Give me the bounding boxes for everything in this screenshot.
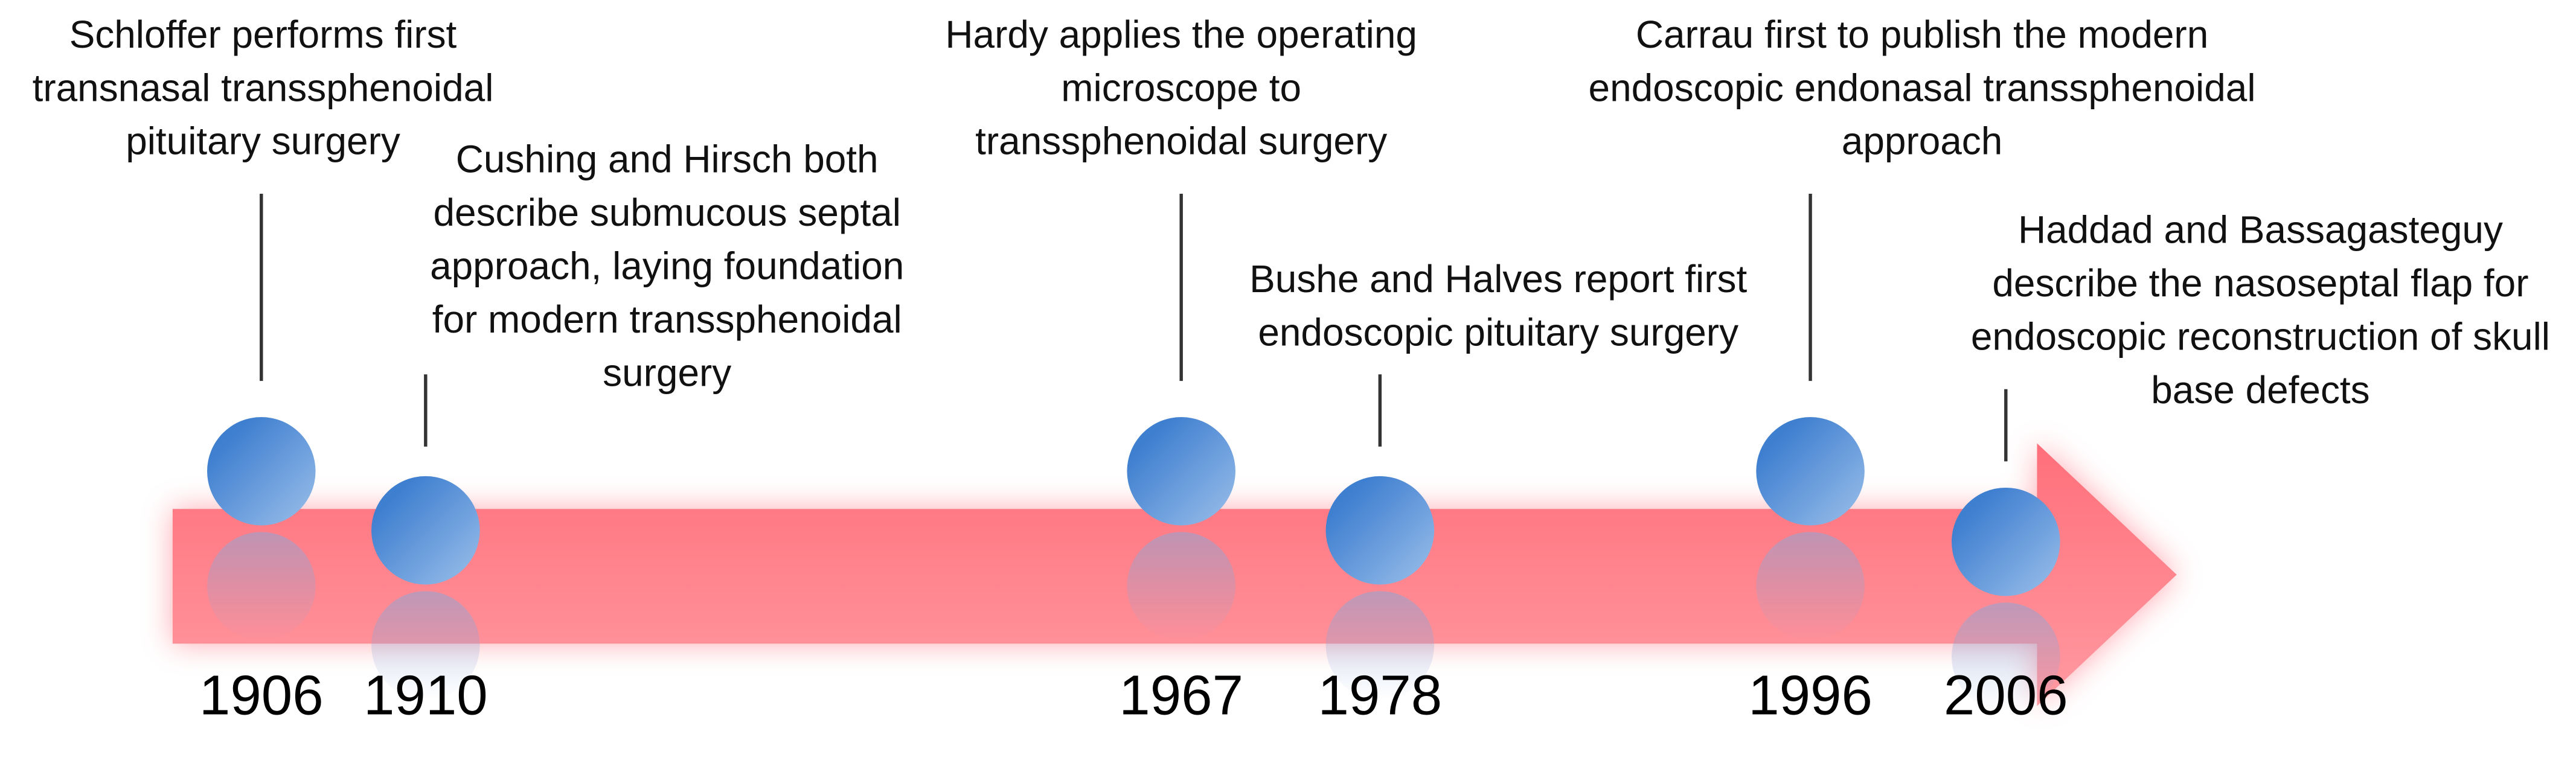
event-label: Cushing and Hirsch both describe submucou… [430,138,904,395]
label-line: Haddad and Bassagasteguy [2018,208,2503,252]
year: 1910 [364,663,488,726]
event: Carrau first to publish the modern endosc… [1589,13,2256,726]
reflection [1756,532,1865,640]
year: 1978 [1318,663,1442,726]
label-line: Bushe and Halves report first [1249,257,1747,301]
marker [371,476,480,585]
label-line: pituitary surgery [126,120,400,163]
event-label: Carrau first to publish the modern endosc… [1589,13,2256,163]
label-line: describe the nasoseptal flap for [1992,261,2528,305]
reflection [1952,602,2060,711]
reflection [371,591,480,700]
marker [1756,416,1865,526]
label-line: Cushing and Hirsch both [456,138,879,181]
marker [207,416,316,526]
event: Bushe and Halves report first endoscopic … [1249,257,1747,726]
event-label: Hardy applies the operating microscope to… [945,13,1417,163]
reflection [207,532,316,640]
label-line: endoscopic endonasal transsphenoidal [1589,66,2256,109]
label-line: Schloffer performs first [69,13,457,56]
event: Schloffer performs first transnasal trans… [33,13,494,726]
label-line: endoscopic pituitary surgery [1258,311,1738,354]
year: 1906 [199,663,324,726]
event: Hardy applies the operating microscope to… [945,13,1417,726]
event-label: Haddad and Bassagasteguy describe the nas… [1971,208,2550,412]
label-line: approach [1842,120,2002,163]
label-line: base defects [2151,368,2369,412]
label-line: surgery [603,351,731,394]
events: Schloffer performs first transnasal trans… [33,13,2550,726]
year: 2006 [1944,663,2068,726]
label-line: microscope to [1061,66,1301,109]
label-line: for modern transsphenoidal [432,298,902,341]
label-line: Hardy applies the operating [945,13,1417,56]
event: Haddad and Bassagasteguy describe the nas… [1944,208,2550,727]
label-line: describe submucous septal [434,191,901,234]
label-line: Carrau first to publish the modern [1636,13,2208,56]
event-label: Schloffer performs first transnasal trans… [33,13,494,163]
label-line: endoscopic reconstruction of skull [1971,314,2550,358]
marker [1127,416,1235,526]
year: 1967 [1119,663,1243,726]
reflection [1325,591,1435,700]
event: Cushing and Hirsch both describe submucou… [364,138,904,727]
marker [1952,487,2060,596]
event-label: Bushe and Halves report first endoscopic … [1249,257,1747,354]
year: 1996 [1748,663,1873,726]
label-line: transnasal transsphenoidal [33,66,494,109]
marker [1325,476,1435,585]
label-line: transsphenoidal surgery [975,120,1387,163]
label-line: approach, laying foundation [430,244,904,287]
reflection [1127,532,1235,640]
